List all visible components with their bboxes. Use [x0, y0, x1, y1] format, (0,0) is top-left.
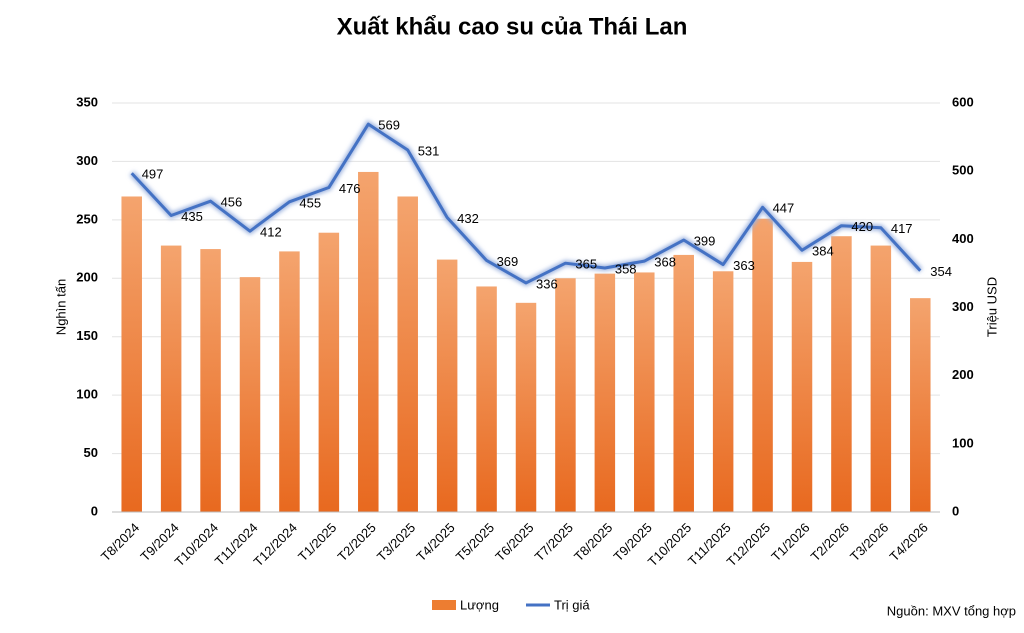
x-tick-label: T5/2025	[453, 520, 497, 564]
y2-axis-title: Triệu USD	[984, 277, 999, 337]
bar	[634, 272, 655, 512]
legend-label: Trị giá	[554, 597, 590, 612]
x-tick-label: T3/2026	[847, 520, 891, 564]
data-label: 420	[851, 219, 873, 234]
bar	[239, 277, 261, 512]
y-tick-label: 0	[91, 503, 98, 518]
data-label: 531	[418, 143, 440, 158]
bar	[279, 251, 300, 512]
x-tick-label: T1/2025	[295, 520, 339, 564]
y-tick-label: 200	[76, 270, 98, 285]
bar	[594, 273, 616, 512]
data-label: 336	[536, 276, 558, 291]
bar	[160, 245, 182, 512]
bar	[318, 232, 340, 512]
data-label: 365	[575, 257, 597, 272]
bar	[515, 302, 537, 512]
x-tick-label: T1/2026	[768, 520, 812, 564]
data-label: 358	[615, 261, 637, 276]
x-tick-label: T10/2025	[645, 520, 694, 569]
y2-tick-label: 300	[952, 299, 974, 314]
y-axis-title: Nghìn tấn	[53, 279, 68, 335]
data-label: 447	[773, 201, 795, 216]
y-tick-label: 50	[84, 445, 98, 460]
y2-tick-label: 400	[952, 231, 974, 246]
bar	[436, 259, 458, 512]
bar	[673, 254, 694, 512]
bar	[358, 171, 379, 512]
data-label: 417	[891, 221, 913, 236]
data-label: 354	[930, 264, 952, 279]
x-tick-label: T12/2025	[724, 520, 773, 569]
line	[130, 122, 922, 285]
data-label: 384	[812, 244, 834, 259]
data-label: 368	[654, 255, 676, 270]
y2-tick-label: 200	[952, 367, 974, 382]
data-label: 476	[339, 181, 361, 196]
y2-tick-label: 500	[952, 163, 974, 178]
bar	[752, 218, 773, 512]
bar	[712, 271, 734, 512]
x-tick-label: T10/2024	[172, 520, 221, 569]
line-glow	[129, 119, 923, 287]
bar	[397, 196, 418, 512]
x-tick-label: T4/2026	[886, 520, 930, 564]
y-tick-label: 100	[76, 387, 98, 402]
x-tick-label: T4/2025	[413, 520, 457, 564]
bar	[870, 245, 892, 512]
x-tick-label: T6/2025	[492, 520, 536, 564]
data-label: 369	[497, 254, 519, 269]
y2-tick-label: 600	[952, 94, 974, 109]
chart-title: Xuất khẩu cao su của Thái Lan	[337, 13, 688, 40]
y-tick-label: 350	[76, 94, 98, 109]
data-label: 432	[457, 211, 479, 226]
y2-tick-label: 100	[952, 435, 974, 450]
x-tick-label: T7/2025	[532, 520, 576, 564]
legend-label: Lượng	[460, 597, 499, 612]
data-label: 363	[733, 258, 755, 273]
x-tick-label: T3/2025	[374, 520, 418, 564]
bar	[910, 298, 931, 512]
data-label: 455	[299, 195, 321, 210]
bar	[791, 261, 813, 512]
data-label: 569	[378, 118, 400, 133]
data-label: 456	[221, 195, 243, 210]
y-tick-label: 150	[76, 328, 98, 343]
x-tick-label: T2/2025	[334, 520, 378, 564]
data-label: 412	[260, 225, 282, 240]
x-tick-label: T8/2024	[98, 520, 142, 564]
bar	[200, 249, 221, 513]
data-label: 497	[142, 167, 164, 182]
x-tick-label: T12/2024	[251, 520, 300, 569]
bar	[831, 236, 852, 512]
source-note: Nguồn: MXV tổng hợp	[887, 603, 1016, 618]
data-label: 435	[181, 209, 203, 224]
legend-swatch	[432, 600, 456, 610]
y-tick-label: 250	[76, 211, 98, 226]
y2-tick-label: 0	[952, 503, 959, 518]
bar	[555, 278, 576, 512]
y-tick-label: 300	[76, 153, 98, 168]
x-tick-label: T8/2025	[571, 520, 615, 564]
bar	[121, 196, 142, 512]
data-label: 399	[694, 233, 716, 248]
x-tick-label: T2/2026	[808, 520, 852, 564]
bar	[476, 286, 497, 512]
